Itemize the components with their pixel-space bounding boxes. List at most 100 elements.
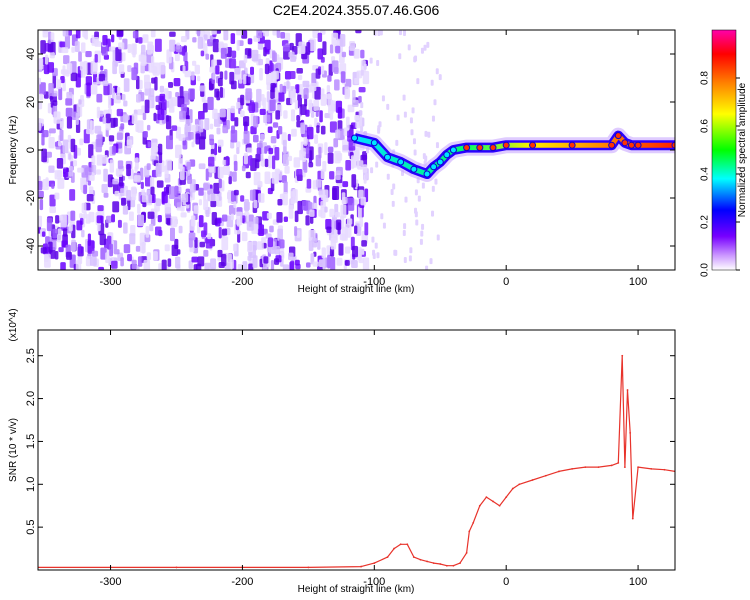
noise-cell [292,189,298,203]
noise-cell [175,45,182,53]
noise-cell [75,30,81,39]
noise-cell [264,146,268,154]
noise-cell [66,63,73,74]
noise-cell [290,55,297,62]
noise-cell [300,122,306,134]
snr-point [452,564,455,567]
ridge-point [568,141,576,149]
noise-cell [179,86,184,99]
noise-cell [182,65,186,74]
noise-cell [217,77,223,87]
noise-cell [256,147,262,155]
noise-cell [342,181,349,188]
noise-cell [38,175,41,182]
noise-cell [315,154,322,167]
spectrogram-x-tick-label: -300 [100,276,122,288]
noise-cell [379,30,383,36]
noise-cell [350,155,355,169]
noise-cell [135,245,141,252]
noise-cell [247,255,252,261]
noise-cell [96,106,101,119]
noise-cell [141,44,146,57]
noise-cell [360,102,364,109]
noise-cell [345,159,351,171]
snr-y-tick-label: 0.5 [25,519,37,534]
noise-cell [413,56,417,63]
noise-cell [327,152,334,164]
spectrogram-x-ticks: -300 -200 -100 0 100 [100,30,647,288]
noise-cell [124,115,130,121]
noise-cell [320,56,325,63]
snr-point [393,547,395,550]
noise-cell [322,189,329,203]
noise-cell [157,108,165,121]
noise-cell [296,114,301,122]
noise-cell [70,210,76,221]
noise-cell [131,259,137,270]
noise-cell [330,256,336,270]
noise-cell [224,70,228,80]
colorbar-tick-label: 0.8 [700,71,711,85]
noise-cell [339,33,346,47]
noise-cell [272,50,276,62]
colorbar-gradient [711,29,737,271]
noise-cell [420,47,424,54]
ridge-point [476,144,484,152]
noise-cell [38,58,44,70]
noise-cell [339,233,347,241]
noise-cell [349,41,356,51]
noise-cell [118,174,124,187]
snr-point [623,466,626,469]
noise-cell [282,85,287,94]
noise-cell [247,48,252,57]
noise-cell [253,199,258,209]
snr-y-tick-label: 1.5 [25,434,37,449]
noise-cell [115,47,122,61]
noise-cell [169,39,176,52]
noise-cell [361,240,367,247]
noise-cell [98,73,105,82]
noise-cell [191,60,197,66]
noise-cell [83,211,87,219]
noise-cell [86,194,94,202]
noise-cell [342,139,349,153]
noise-cell [352,245,359,258]
spectrogram-x-tick-label: -200 [231,276,253,288]
noise-cell [39,82,46,95]
noise-cell [360,196,367,206]
noise-cell [178,134,186,141]
noise-cell [231,125,236,134]
snr-x-tick-label: -300 [100,576,122,588]
noise-cell [362,164,368,173]
noise-cell [145,225,150,238]
noise-cell [63,55,70,65]
noise-cell [334,211,341,218]
noise-cell [54,141,59,147]
noise-cell [96,93,103,103]
noise-cell [111,34,115,43]
noise-cell [251,49,259,62]
noise-cell [272,122,279,128]
noise-cell [188,131,194,140]
noise-cell [174,194,181,207]
noise-cell [180,212,187,218]
noise-cell [354,77,359,85]
noise-cell [335,100,343,113]
noise-cell [203,191,207,201]
noise-cell [230,105,236,114]
noise-cell [59,121,64,130]
noise-cell [255,153,261,162]
ridge-point [443,151,451,159]
noise-cell [87,180,92,186]
noise-cell [153,112,157,122]
noise-cell [144,175,152,187]
noise-cell [358,87,366,93]
noise-cell [256,88,262,102]
noise-cell [306,178,312,189]
noise-cell [38,181,43,191]
noise-cell [408,255,412,262]
noise-cell [51,183,55,189]
snr-x-tick-label: 0 [503,576,509,588]
noise-cell [101,183,108,194]
noise-cell [422,153,426,160]
